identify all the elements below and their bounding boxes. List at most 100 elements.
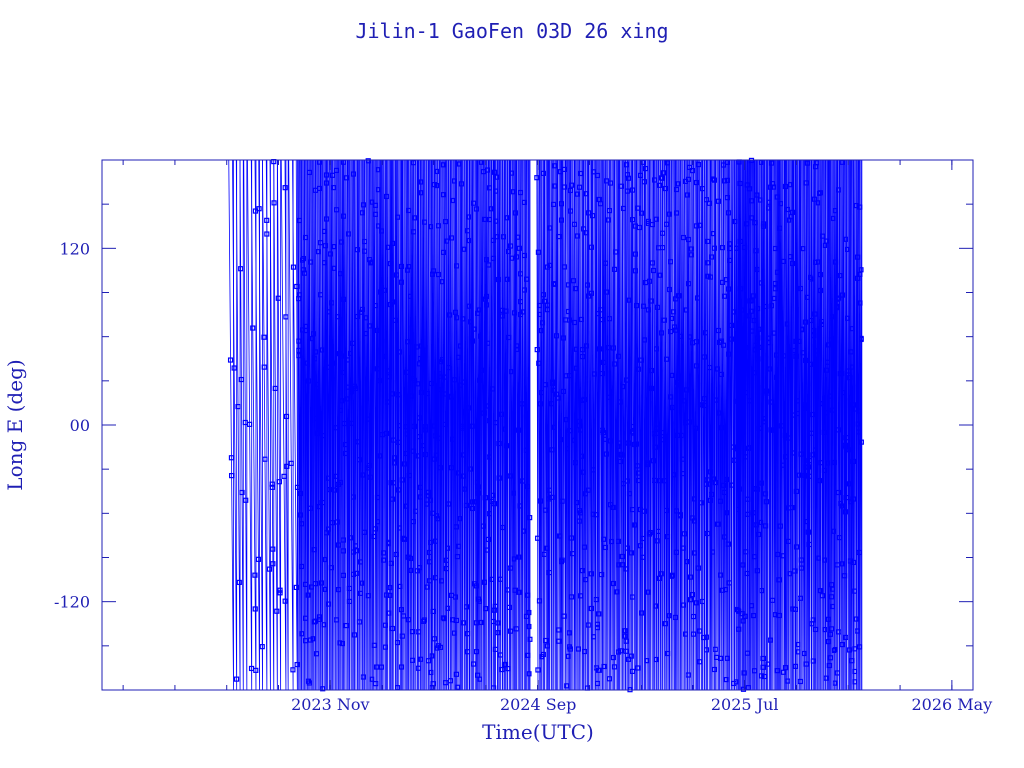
data-point — [440, 249, 446, 255]
data-point — [360, 472, 366, 478]
data-point — [561, 613, 567, 619]
data-point — [322, 243, 329, 249]
data-point — [728, 322, 734, 328]
data-point — [320, 433, 327, 439]
data-point — [382, 622, 388, 628]
data-point — [486, 262, 492, 268]
data-point — [543, 637, 549, 644]
data-point — [653, 656, 659, 663]
data-point — [726, 580, 732, 586]
data-point — [639, 610, 645, 616]
data-point — [508, 243, 514, 249]
data-point — [303, 638, 309, 644]
data-point — [334, 519, 340, 525]
data-point — [269, 481, 275, 487]
data-point — [771, 184, 777, 190]
data-point — [628, 653, 634, 659]
data-point — [644, 658, 650, 664]
data-point — [618, 648, 624, 654]
data-point — [745, 496, 751, 502]
data-point — [856, 644, 863, 650]
data-point — [342, 450, 349, 457]
data-point — [769, 597, 776, 603]
data-point — [490, 386, 496, 392]
data-point — [431, 636, 438, 642]
data-point — [583, 577, 589, 583]
data-point — [243, 497, 249, 503]
data-point — [660, 245, 666, 251]
data-point — [253, 667, 259, 673]
data-point — [683, 387, 689, 393]
data-point — [264, 217, 270, 223]
data-point — [521, 528, 527, 534]
data-point — [583, 343, 590, 349]
data-point — [600, 536, 607, 542]
data-point — [630, 217, 636, 223]
data-point — [606, 394, 612, 400]
data-point — [395, 439, 401, 445]
data-point — [719, 245, 725, 251]
data-point — [476, 377, 482, 383]
data-point — [623, 566, 629, 572]
data-point — [615, 649, 621, 655]
data-point — [387, 261, 394, 267]
data-point — [771, 295, 777, 302]
data-point — [297, 490, 304, 497]
data-point — [849, 364, 855, 370]
data-point — [521, 199, 527, 206]
data-point — [552, 183, 558, 189]
data-point — [843, 634, 849, 641]
data-point — [801, 402, 808, 408]
data-point — [508, 369, 514, 375]
data-point — [671, 472, 677, 478]
data-point — [535, 249, 542, 255]
data-point — [795, 649, 801, 655]
data-point — [468, 466, 474, 472]
data-point — [723, 676, 729, 683]
data-point — [343, 175, 349, 181]
data-point — [262, 456, 268, 462]
data-point — [645, 461, 651, 468]
data-point — [671, 324, 678, 330]
data-point — [418, 343, 424, 349]
data-point — [443, 557, 449, 563]
data-point — [406, 264, 412, 270]
data-point — [686, 419, 692, 425]
data-point — [616, 353, 622, 359]
data-point — [645, 589, 651, 595]
data-point — [820, 400, 826, 407]
data-point — [722, 293, 728, 299]
data-point — [588, 605, 594, 612]
data-point — [607, 502, 613, 508]
data-point — [683, 307, 689, 313]
data-point — [660, 230, 666, 236]
data-point — [692, 518, 698, 524]
data-point — [783, 454, 789, 460]
data-point — [294, 661, 300, 668]
data-point — [803, 180, 809, 186]
data-point — [499, 666, 505, 673]
data-point — [653, 216, 659, 222]
data-point — [793, 663, 799, 669]
data-point — [723, 586, 729, 593]
data-point — [373, 202, 379, 208]
data-point — [495, 630, 501, 636]
data-point — [458, 343, 464, 349]
data-point — [740, 562, 746, 568]
data-point — [850, 496, 856, 502]
data-point — [377, 378, 383, 384]
data-point — [669, 315, 675, 322]
data-point — [505, 248, 511, 255]
data-point — [694, 363, 700, 369]
data-point — [753, 248, 759, 254]
data-point — [481, 579, 488, 585]
data-point — [638, 357, 644, 363]
data-point — [316, 616, 322, 622]
data-point — [354, 247, 360, 253]
data-point — [735, 398, 741, 404]
data-point — [752, 220, 758, 226]
data-point — [760, 655, 766, 662]
data-point — [236, 579, 242, 586]
data-point — [322, 556, 328, 563]
data-point — [839, 641, 845, 648]
